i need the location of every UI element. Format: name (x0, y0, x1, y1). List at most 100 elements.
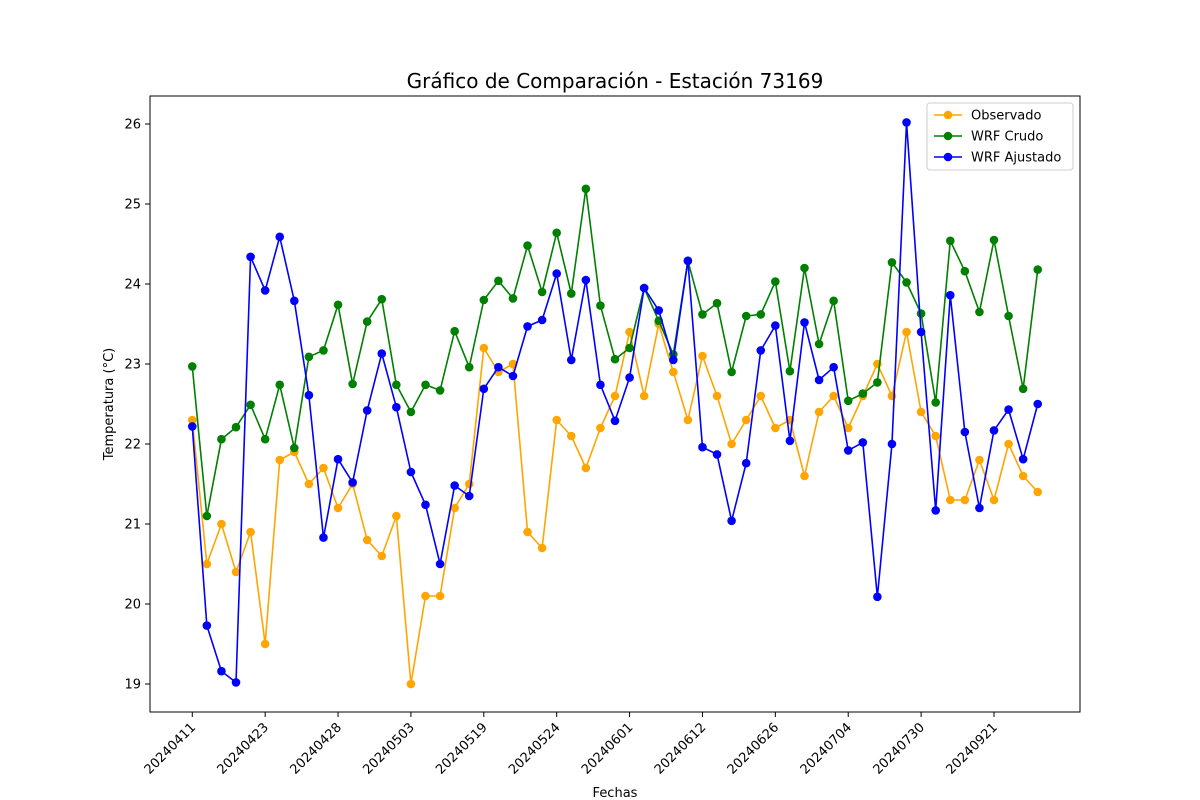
data-point-wrf-crudo (785, 366, 795, 376)
data-point-wrf-ajustado (333, 454, 343, 464)
data-point-wrf-ajustado (187, 422, 197, 431)
data-point-observado (975, 455, 984, 465)
data-point-wrf-crudo (741, 311, 751, 321)
data-point-wrf-crudo (479, 295, 489, 305)
data-point-wrf-crudo (712, 298, 722, 308)
data-point-wrf-ajustado (304, 390, 314, 400)
data-point-wrf-crudo (625, 343, 634, 353)
data-point-wrf-ajustado (581, 275, 591, 285)
data-point-wrf-crudo (727, 367, 736, 377)
data-point-observado (625, 327, 634, 337)
data-point-observado (1004, 439, 1013, 449)
y-tick-label: 21 (124, 518, 141, 533)
data-point-wrf-crudo (304, 352, 314, 362)
data-point-observado (756, 391, 766, 401)
data-point-wrf-crudo (362, 317, 372, 326)
data-point-wrf-ajustado (348, 478, 357, 487)
data-point-observado (421, 591, 430, 601)
legend-label-wrf-crudo: WRF Crudo (971, 130, 1043, 145)
data-point-wrf-ajustado (975, 503, 984, 513)
data-point-wrf-crudo (945, 236, 955, 246)
data-point-observado (771, 423, 780, 433)
data-point-wrf-ajustado (741, 458, 751, 468)
data-point-observado (610, 391, 620, 401)
plot-frame (149, 95, 1081, 713)
data-point-observado (231, 567, 241, 577)
data-point-observado (319, 463, 328, 473)
data-point-wrf-ajustado (902, 118, 911, 127)
data-point-wrf-crudo (873, 378, 882, 387)
y-axis: 19 20 21 22 23 24 25 26 (124, 118, 150, 693)
x-tick-label: 20240423 (215, 720, 272, 777)
y-tick-label: 23 (124, 358, 141, 373)
data-point-observado (683, 415, 693, 425)
data-point-wrf-crudo (392, 380, 401, 390)
y-tick-label: 24 (124, 278, 141, 293)
data-point-wrf-crudo (187, 362, 197, 371)
data-point-wrf-crudo (887, 258, 897, 267)
data-point-wrf-ajustado (654, 306, 664, 315)
data-point-observado (450, 503, 459, 513)
data-point-wrf-ajustado (960, 427, 970, 437)
data-point-wrf-crudo (610, 354, 620, 364)
data-point-wrf-ajustado (290, 296, 299, 306)
data-point-observado (537, 543, 547, 553)
data-point-wrf-ajustado (712, 450, 722, 459)
x-axis-label: Fechas (593, 786, 638, 800)
data-point-wrf-crudo (596, 301, 605, 310)
data-point-wrf-ajustado (989, 426, 999, 435)
data-point-wrf-crudo (566, 289, 576, 298)
y-tick-label: 19 (124, 678, 141, 693)
data-point-observado (960, 495, 970, 505)
data-point-wrf-ajustado (450, 481, 459, 490)
data-point-observado (945, 495, 955, 505)
data-point-wrf-crudo (960, 266, 970, 276)
data-point-wrf-crudo (450, 326, 459, 336)
data-point-observado (202, 559, 212, 569)
data-point-wrf-ajustado (945, 290, 955, 300)
x-tick-label: 20240730 (871, 720, 928, 777)
data-point-wrf-crudo (581, 184, 591, 194)
data-point-wrf-crudo (537, 287, 547, 297)
data-point-wrf-ajustado (800, 318, 809, 327)
data-point-wrf-crudo (319, 346, 328, 355)
data-point-wrf-crudo (348, 379, 357, 389)
data-point-observado (931, 431, 940, 441)
data-point-observado (406, 679, 416, 689)
data-point-wrf-ajustado (494, 362, 503, 372)
data-point-observado (479, 343, 489, 353)
data-point-observado (246, 527, 255, 537)
data-point-observado (275, 455, 285, 465)
data-point-wrf-crudo (508, 294, 518, 303)
data-point-observado (902, 327, 911, 337)
y-tick-label: 20 (124, 598, 141, 613)
data-point-wrf-crudo (333, 300, 343, 310)
x-axis: 20240411 20240423 20240428 20240503 20240519… (142, 712, 1001, 778)
data-point-observado (727, 439, 736, 449)
series-wrf-crudo (187, 184, 1043, 521)
data-point-wrf-ajustado (887, 439, 897, 449)
data-point-observado (698, 351, 707, 361)
data-point-observado (1018, 471, 1028, 481)
data-point-wrf-ajustado (829, 362, 838, 372)
data-point-observado (187, 415, 197, 425)
data-point-wrf-crudo (202, 511, 212, 521)
data-point-observado (523, 527, 532, 537)
legend-label-wrf-ajustado: WRF Ajustado (971, 151, 1061, 166)
data-point-wrf-crudo (902, 278, 911, 287)
data-point-observado (843, 423, 853, 433)
data-point-observado (464, 479, 474, 489)
data-point-wrf-crudo (1004, 311, 1013, 321)
data-point-wrf-crudo (275, 380, 285, 390)
data-point-observado (552, 415, 561, 425)
data-point-wrf-ajustado (392, 402, 401, 412)
data-point-wrf-crudo (290, 443, 299, 453)
data-point-wrf-crudo (858, 389, 868, 398)
data-point-observado (362, 535, 372, 545)
data-point-wrf-ajustado (771, 321, 780, 330)
data-point-observado (712, 391, 722, 401)
data-point-wrf-crudo (435, 386, 445, 395)
data-point-observado (814, 407, 824, 417)
data-point-wrf-ajustado (435, 559, 445, 569)
